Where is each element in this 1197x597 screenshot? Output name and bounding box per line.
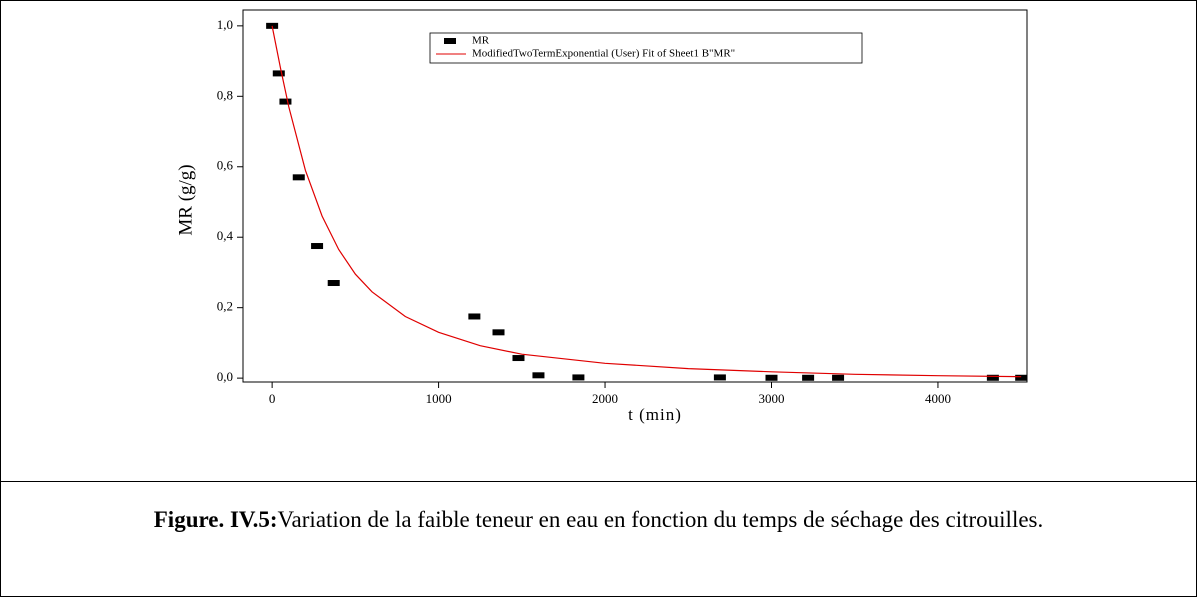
legend-label: MR — [472, 35, 490, 47]
data-point — [765, 374, 778, 381]
chart: 0 1000 2000 3000 4000 0,0 0,2 0,4 0,6 0,8 1,0 t (mi… — [175, 9, 1028, 424]
data-point — [532, 372, 545, 379]
data-point — [1015, 374, 1028, 381]
y-tick-label: 1,0 — [217, 17, 233, 32]
y-tick-label: 0,0 — [217, 369, 233, 384]
data-point — [986, 374, 999, 381]
data-point — [832, 374, 845, 381]
caption-label: Figure. IV.5: — [153, 507, 278, 532]
y-axis-label: MR (g/g) — [175, 164, 196, 235]
data-point — [468, 313, 481, 320]
data-point — [279, 98, 292, 105]
fit-line — [271, 25, 1022, 378]
data-point — [327, 280, 340, 287]
data-point — [266, 22, 279, 29]
plot-frame — [242, 9, 1028, 383]
separator — [0, 481, 1197, 482]
y-tick-label: 0,8 — [217, 87, 233, 102]
caption-text: Variation de la faible teneur en eau en … — [277, 507, 1044, 532]
y-tick-label: 0,4 — [217, 228, 234, 243]
data-point — [272, 70, 285, 77]
data-point — [512, 355, 525, 362]
data-point — [492, 329, 505, 336]
data-point — [292, 174, 305, 181]
legend-box — [429, 32, 863, 64]
y-tick-label: 0,2 — [217, 299, 233, 314]
legend-label: ModifiedTwoTermExponential (User) Fit of… — [472, 48, 735, 60]
x-tick-label: 0 — [269, 391, 276, 406]
x-tick-label: 1000 — [426, 391, 452, 406]
x-tick-label: 3000 — [758, 391, 784, 406]
x-axis-label: t (min) — [628, 405, 682, 424]
x-tick-label: 4000 — [925, 391, 951, 406]
legend-marker — [444, 38, 456, 44]
data-point — [311, 243, 324, 250]
data-point — [713, 374, 726, 381]
data-point — [572, 374, 585, 381]
y-tick-label: 0,6 — [217, 158, 234, 173]
data-point — [802, 374, 815, 381]
x-tick-label: 2000 — [592, 391, 618, 406]
caption: Figure. IV.5:Variation de la faible tene… — [20, 497, 1177, 543]
